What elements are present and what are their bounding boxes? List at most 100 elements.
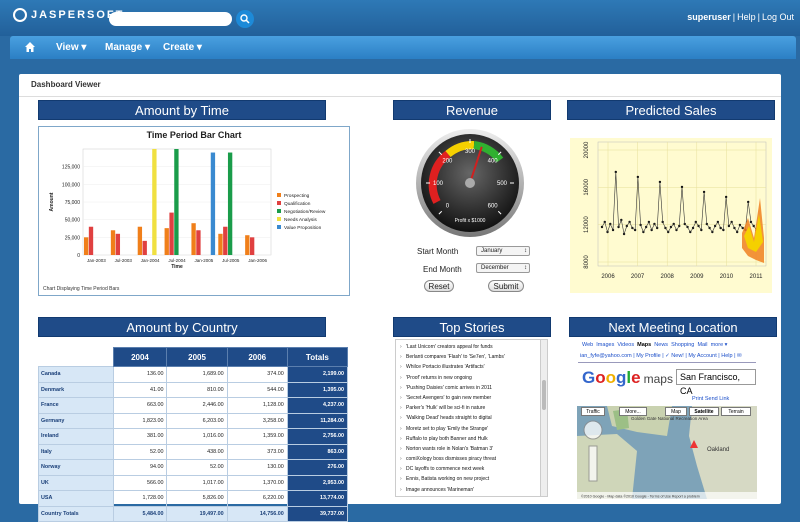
story-item[interactable]: DC layoffs to commence next week — [396, 464, 547, 474]
story-item[interactable]: Ruffalo to play both Banner and Hulk — [396, 434, 547, 444]
bar — [223, 226, 228, 255]
sf-peninsula — [577, 434, 637, 499]
google-maps-logo[interactable]: Google maps — [582, 368, 673, 388]
scroll-thumb[interactable] — [542, 380, 546, 410]
story-item[interactable]: Whilce Portacio illustrates 'Artifacts' — [396, 362, 547, 372]
totals-value-cell: 39,737.00 — [286, 505, 349, 522]
revenue-gauge: 0 100 200 300 400 500 600 Profit x $1000 — [416, 129, 524, 237]
nav-create[interactable]: Create ▾ — [163, 42, 202, 53]
top-stories-list[interactable]: 'Last Unicorn' creators appeal for funds… — [395, 339, 548, 497]
story-item[interactable]: Moretz set to play 'Emily the Strange' — [396, 424, 547, 434]
logout-link[interactable]: Log Out — [761, 12, 794, 22]
widget-title-amount-by-country: Amount by Country — [38, 317, 326, 337]
predicted-sales-chart: 20000 16000 12000 8000 2006 2007 2008 2009 2010 2… — [570, 138, 772, 293]
map-user-line[interactable]: ian_fyfe@yahoo.com | My Profile | ✓ New!… — [580, 353, 742, 359]
y-tick-label: 25,000 — [65, 235, 81, 241]
pred-y-tick: 12000 — [584, 216, 590, 233]
value-cell: 6,203.00 — [166, 412, 228, 429]
country-name-cell[interactable]: Ireland — [38, 428, 114, 445]
header-cell: Totals — [286, 347, 349, 367]
value-cell: 2,953.00 — [286, 474, 349, 491]
logo-icon — [13, 8, 27, 22]
country-name-cell[interactable]: France — [38, 397, 114, 414]
link-images[interactable]: Images — [596, 342, 615, 348]
submit-button[interactable]: Submit — [488, 280, 524, 292]
google-letter: g — [616, 368, 627, 387]
country-name-cell[interactable]: UK — [38, 474, 114, 491]
country-name-cell[interactable]: Germany — [38, 412, 114, 429]
story-item[interactable]: Norton wants role in Nolan's 'Batman 3' — [396, 444, 547, 454]
map-tab-more[interactable]: More... — [619, 407, 647, 416]
map-marker-icon[interactable] — [690, 440, 698, 448]
search-input[interactable] — [109, 12, 232, 26]
value-cell: 136.00 — [112, 366, 168, 383]
story-item[interactable]: 'Last Unicorn' creators appeal for funds — [396, 342, 547, 352]
map-zoom-slider[interactable] — [588, 445, 598, 482]
gauge-tick — [497, 210, 502, 215]
map-tab-map[interactable]: Map — [665, 407, 687, 416]
legend-label: Needs Analysis — [284, 217, 317, 223]
link-shopping[interactable]: Shopping — [671, 342, 695, 348]
end-month-label: End Month — [423, 265, 462, 274]
country-name-cell[interactable]: Denmark — [38, 381, 114, 398]
pred-x-tick: 2006 — [601, 274, 615, 280]
nav-manage[interactable]: Manage ▾ — [105, 42, 151, 53]
link-more[interactable]: more ▾ — [710, 342, 728, 348]
value-cell: 4,237.00 — [286, 397, 349, 414]
map-pan-control[interactable] — [583, 420, 603, 440]
story-item[interactable]: comiXology boss dismisses piracy threat — [396, 454, 547, 464]
pred-x-tick: 2010 — [720, 274, 734, 280]
story-item[interactable]: 'Pushing Daisies' comic arrives in 2011 — [396, 383, 547, 393]
pred-x-tick: 2011 — [750, 274, 764, 280]
widget-title-top-stories: Top Stories — [393, 317, 551, 337]
nav-view[interactable]: View ▾ — [56, 42, 87, 53]
story-item[interactable]: Parker's 'Hulk' will be sci-fi in nature — [396, 403, 547, 413]
nav-view-label: View — [56, 42, 79, 53]
map-view[interactable]: Oakland Golden Gate National Recreation … — [577, 406, 757, 499]
search-button[interactable] — [236, 10, 254, 28]
map-tab-traffic[interactable]: Traffic — [581, 407, 605, 416]
bar — [88, 226, 94, 255]
country-name-cell[interactable]: Canada — [38, 366, 114, 383]
value-cell: 810.00 — [166, 381, 228, 398]
map-tab-satellite[interactable]: Satellite — [689, 407, 719, 416]
link-videos[interactable]: Videos — [617, 342, 635, 348]
map-search-input[interactable]: San Francisco, CA — [676, 369, 756, 396]
story-item[interactable]: Berlanti compares 'Flash' to 'Se7en', 'L… — [396, 352, 547, 362]
pred-x-tick: 2009 — [690, 274, 704, 280]
story-item[interactable]: 'Secret Avengers' to gain new member — [396, 393, 547, 403]
story-item[interactable]: Image announces 'Marineman' — [396, 485, 547, 495]
value-cell: 863.00 — [286, 443, 349, 460]
x-tick-label: Jul-2003 — [115, 258, 133, 263]
country-name-cell[interactable]: Norway — [38, 459, 114, 476]
help-link[interactable]: Help — [737, 12, 756, 22]
story-item[interactable]: 'Proof' returns in new ongoing — [396, 373, 547, 383]
link-news[interactable]: News — [654, 342, 669, 348]
gauge-tick — [438, 210, 443, 215]
link-mail[interactable]: Mail — [697, 342, 708, 348]
map-tools[interactable]: Print Send Link — [692, 396, 730, 402]
value-cell: 1,395.00 — [286, 381, 349, 398]
link-web[interactable]: Web — [582, 342, 594, 348]
chart-footer: Chart Displaying Time Period Bars — [43, 286, 120, 292]
value-cell: 52.00 — [112, 443, 168, 460]
story-item[interactable]: Ennis, Batista working on new project — [396, 474, 547, 484]
value-cell: 276.00 — [286, 459, 349, 476]
bar — [245, 235, 250, 255]
stories-scrollbar[interactable] — [540, 340, 547, 496]
story-item[interactable]: 'Walking Dead' heads straight to digital — [396, 413, 547, 423]
value-cell: 374.00 — [226, 366, 288, 383]
start-month-select[interactable]: January — [476, 246, 530, 256]
time-bar-chart: Time Period Bar Chart 125,000 100,000 75,0… — [38, 126, 350, 296]
value-cell: 381.00 — [112, 428, 168, 445]
end-month-select[interactable]: December — [476, 263, 530, 273]
value-cell: 2,756.00 — [286, 428, 349, 445]
logo[interactable]: JASPERSOFT — [13, 8, 124, 22]
map-tab-terrain[interactable]: Terrain — [721, 407, 751, 416]
country-name-cell[interactable]: Italy — [38, 443, 114, 460]
reset-button[interactable]: Reset — [424, 280, 454, 292]
home-icon[interactable] — [24, 41, 36, 53]
legend-swatch — [277, 225, 281, 229]
country-name-cell[interactable]: USA — [38, 490, 114, 507]
link-maps[interactable]: Maps — [637, 342, 652, 348]
